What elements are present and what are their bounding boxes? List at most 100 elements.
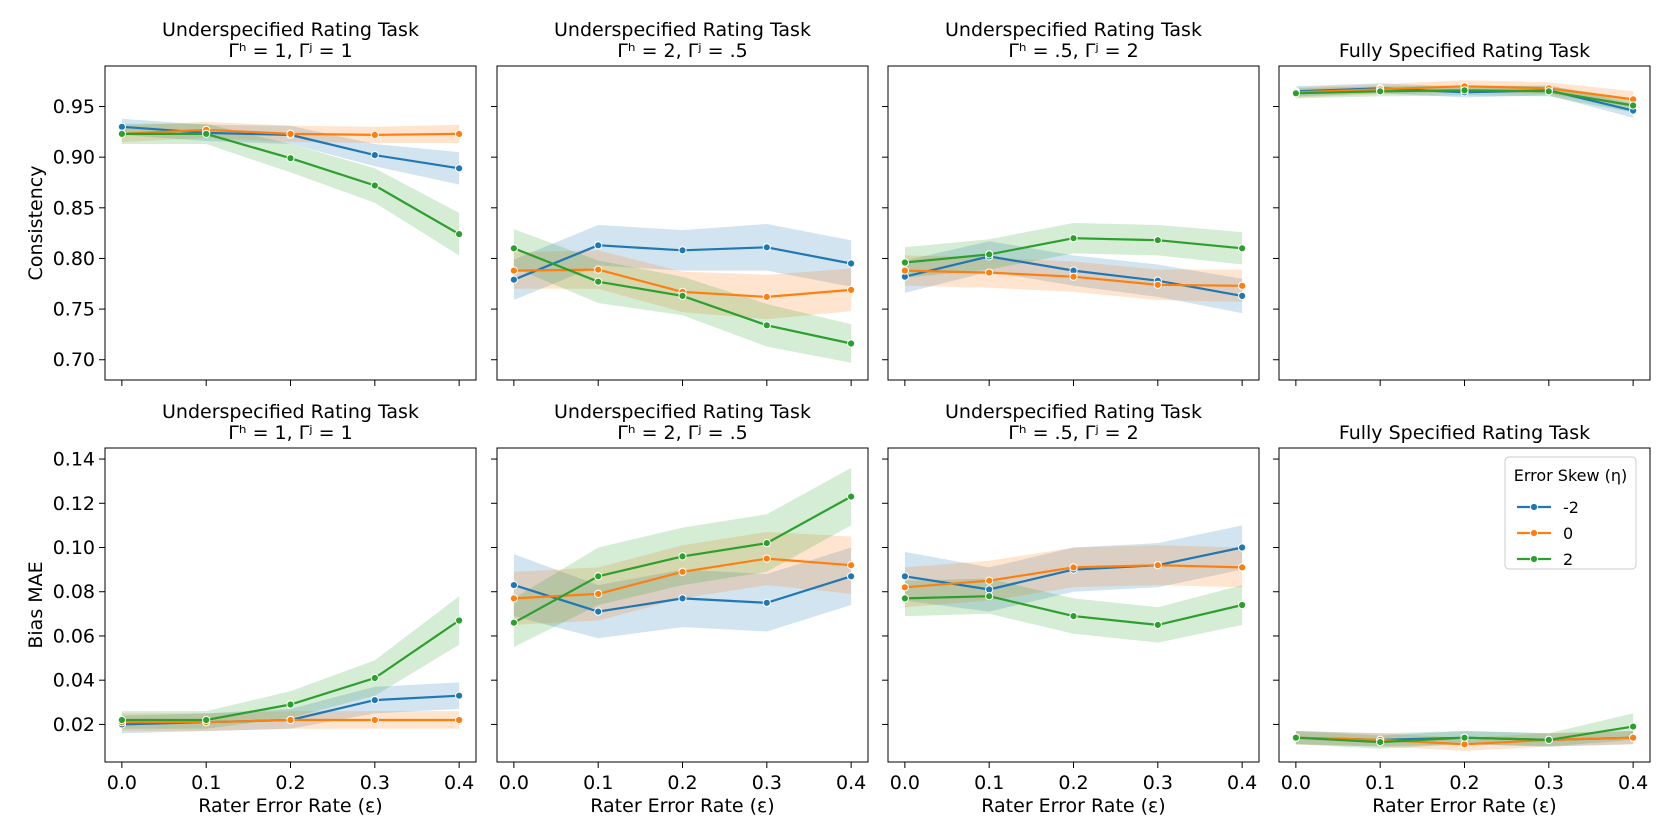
y-tick-label: 0.80 <box>53 248 95 270</box>
data-point <box>1629 733 1638 742</box>
data-point <box>1153 280 1162 289</box>
data-point <box>847 572 856 581</box>
data-point <box>985 250 994 259</box>
legend-label-0: 0 <box>1563 524 1573 543</box>
data-point <box>594 277 603 286</box>
data-point <box>847 339 856 348</box>
subplot-7: 0.0 0.1 0.2 0.3 0.4 Underspecified Rating Tas… <box>882 401 1260 817</box>
y-tick-label: 0.08 <box>53 581 95 603</box>
data-point <box>1291 733 1301 742</box>
data-point <box>594 589 603 599</box>
data-point <box>370 181 379 190</box>
subplot-title: Underspecified Rating Task <box>945 19 1202 41</box>
data-point <box>455 129 464 138</box>
subplot-8: 0.0 0.1 0.2 0.3 0.4 Fully Specified Rating Ta… <box>1273 422 1651 817</box>
x-axis-label: Rater Error Rate (ε) <box>198 795 382 817</box>
y-tick-label: 0.02 <box>53 714 95 736</box>
data-point <box>1238 244 1247 253</box>
data-point <box>1238 281 1247 290</box>
data-point <box>286 700 295 709</box>
data-point <box>678 594 687 603</box>
x-tick-label: 0.0 <box>890 772 920 794</box>
legend: Error Skew (η) -2 0 2 <box>1504 456 1637 570</box>
y-tick-label: 0.14 <box>53 449 95 471</box>
data-point <box>455 164 464 173</box>
axes-frame <box>1278 65 1651 381</box>
data-point <box>847 492 856 501</box>
data-point <box>286 129 295 138</box>
data-point <box>370 151 379 160</box>
data-point <box>455 230 464 239</box>
x-tick-label: 0.4 <box>836 772 866 794</box>
data-point <box>1544 735 1553 745</box>
x-axis-label: Rater Error Rate (ε) <box>1372 795 1556 817</box>
subplot-subtitle: Γʰ = 2, Γʲ = .5 <box>617 422 747 444</box>
x-tick-label: 0.2 <box>1449 772 1479 794</box>
data-point <box>455 715 464 725</box>
data-point <box>1544 87 1553 96</box>
x-tick-label: 0.3 <box>1143 772 1173 794</box>
y-tick-label: 0.85 <box>53 197 95 219</box>
legend-box <box>1504 456 1637 570</box>
subplot-subtitle: Fully Specified Rating Task <box>1339 422 1590 444</box>
data-point <box>985 576 994 585</box>
data-point <box>594 607 603 616</box>
y-tick-label: 0.12 <box>53 493 95 515</box>
data-point <box>370 715 379 725</box>
subplot-subtitle: Γʰ = 1, Γʲ = 1 <box>228 40 352 62</box>
data-point <box>202 715 211 725</box>
x-tick-label: 0.2 <box>1058 772 1088 794</box>
x-tick-label: 0.0 <box>499 772 529 794</box>
data-point <box>509 581 519 590</box>
y-tick-label: 0.75 <box>53 299 95 321</box>
x-tick-label: 0.4 <box>444 772 474 794</box>
data-point <box>847 285 856 294</box>
x-axis-label: Rater Error Rate (ε) <box>590 795 774 817</box>
subplot-title: Underspecified Rating Task <box>945 401 1202 423</box>
data-point <box>117 715 127 725</box>
data-point <box>117 122 127 131</box>
data-point <box>847 259 856 268</box>
data-point <box>1238 291 1247 300</box>
data-point <box>594 572 603 581</box>
data-point <box>762 539 771 548</box>
subplot-subtitle: Γʰ = 2, Γʲ = .5 <box>617 40 747 62</box>
data-point <box>1238 563 1247 572</box>
data-point <box>678 291 687 300</box>
data-point <box>594 265 603 274</box>
x-tick-label: 0.3 <box>360 772 390 794</box>
y-tick-label: 0.04 <box>53 670 95 692</box>
x-tick-label: 0.1 <box>583 772 613 794</box>
data-point <box>1069 563 1078 572</box>
data-point <box>1460 733 1469 742</box>
data-point <box>762 292 771 301</box>
data-point <box>509 275 519 284</box>
data-point <box>678 567 687 576</box>
confidence-band-2 <box>121 123 460 256</box>
data-point <box>1376 738 1385 747</box>
legend-marker-0 <box>1529 528 1539 538</box>
data-point <box>985 268 994 277</box>
data-point <box>1629 722 1638 731</box>
legend-title: Error Skew (η) <box>1514 466 1628 485</box>
data-point <box>900 258 910 267</box>
subplot-title: Underspecified Rating Task <box>162 19 419 41</box>
data-point <box>1069 234 1078 243</box>
data-point <box>1460 86 1469 95</box>
subplot-title: Underspecified Rating Task <box>162 401 419 423</box>
subplot-5: 0.0 0.1 0.2 0.3 0.4 0.02 0.04 0.06 0.08 0.10 0.12 0… <box>25 401 477 817</box>
data-point <box>985 585 994 594</box>
x-tick-label: 0.0 <box>107 772 137 794</box>
subplot-title: Underspecified Rating Task <box>554 401 811 423</box>
data-point <box>847 561 856 570</box>
data-point <box>594 241 603 250</box>
subplot-subtitle: Γʰ = 1, Γʲ = 1 <box>228 422 352 444</box>
subplot-title: Underspecified Rating Task <box>554 19 811 41</box>
y-axis-label: Consistency <box>25 166 47 281</box>
data-point <box>1238 543 1247 552</box>
legend-marker-2 <box>1529 554 1539 564</box>
x-tick-label: 0.1 <box>974 772 1004 794</box>
y-tick-label: 0.10 <box>53 537 95 559</box>
